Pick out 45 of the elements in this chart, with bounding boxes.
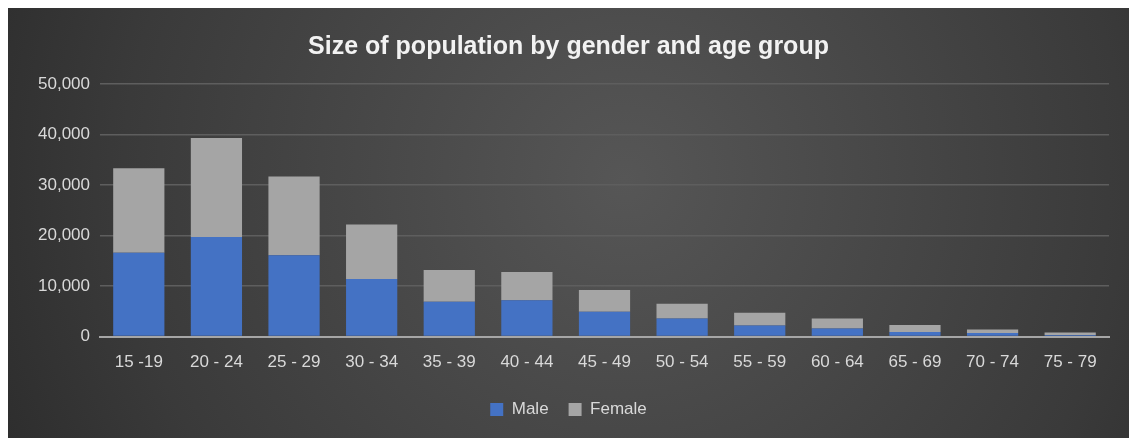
y-tick-label: 30,000	[38, 174, 90, 194]
bar	[734, 312, 786, 326]
bar	[889, 332, 941, 336]
x-tick-label: 60 - 64	[810, 352, 864, 372]
x-tick-label: 55 - 59	[733, 352, 787, 372]
bar	[346, 279, 398, 336]
bar	[578, 290, 631, 312]
bar	[966, 333, 1019, 336]
bar	[113, 168, 165, 253]
bar	[268, 255, 320, 336]
bar	[423, 301, 475, 336]
bar	[190, 138, 243, 238]
y-tick-label: 0	[80, 326, 90, 346]
bar	[889, 324, 941, 333]
x-tick-label: 25 - 29	[267, 352, 321, 372]
bar	[268, 176, 320, 256]
bar	[656, 303, 708, 319]
x-tick-label: 15 -19	[114, 352, 163, 372]
x-tick-label: 50 - 54	[655, 352, 709, 372]
bar	[190, 237, 243, 336]
legend-label: Male	[511, 399, 549, 419]
chart-title: Size of population by gender and age group	[308, 30, 829, 59]
y-tick-label: 20,000	[38, 225, 90, 245]
bar	[811, 328, 863, 336]
bar	[113, 252, 165, 336]
bar	[811, 318, 863, 329]
y-tick-label: 50,000	[38, 73, 90, 93]
bar	[423, 269, 475, 302]
bar	[656, 318, 708, 336]
x-tick-label: 70 - 74	[966, 352, 1020, 372]
bar	[501, 271, 553, 301]
legend-label: Female	[590, 399, 647, 419]
x-tick-label: 35 - 39	[422, 352, 476, 372]
bar	[578, 311, 631, 336]
x-tick-label: 45 - 49	[578, 352, 631, 372]
x-tick-label: 30 - 34	[345, 352, 399, 372]
bar	[501, 300, 553, 336]
bar	[346, 224, 398, 280]
y-tick-label: 10,000	[38, 275, 90, 295]
x-tick-label: 20 - 24	[189, 352, 243, 372]
y-tick-label: 40,000	[38, 124, 90, 144]
x-tick-label: 75 - 79	[1043, 352, 1097, 372]
x-tick-label: 40 - 44	[500, 352, 554, 372]
bar	[734, 325, 786, 336]
x-tick-label: 65 - 69	[888, 352, 942, 372]
